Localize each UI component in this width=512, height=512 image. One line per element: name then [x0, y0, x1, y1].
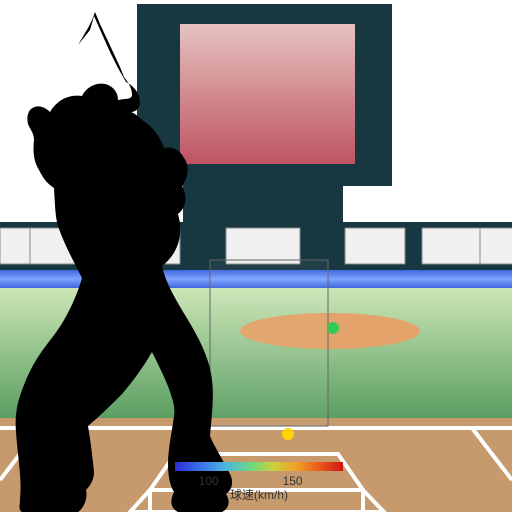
stands-box [345, 228, 405, 264]
legend-axis-label: 球速(km/h) [230, 488, 288, 502]
scoreboard-screen [180, 24, 355, 164]
stands-box [226, 228, 300, 264]
strike-zone [210, 260, 328, 426]
pitch-marker [282, 428, 294, 440]
pitch-marker [327, 322, 339, 334]
stands-box [0, 228, 30, 264]
scoreboard-base [183, 186, 343, 222]
stands-box [480, 228, 512, 264]
speed-legend-bar [175, 462, 343, 471]
legend-tick: 100 [199, 474, 219, 488]
legend-tick: 150 [283, 474, 303, 488]
